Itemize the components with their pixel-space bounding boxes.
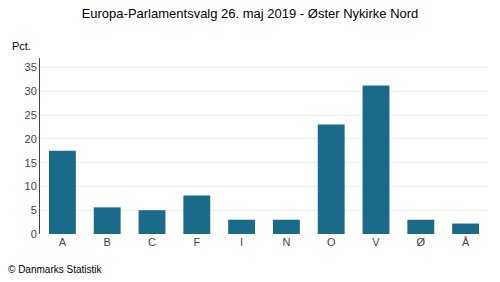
svg-text:I: I — [240, 236, 243, 248]
svg-text:20: 20 — [25, 133, 37, 145]
svg-text:N: N — [282, 236, 290, 248]
svg-text:35: 35 — [25, 61, 37, 73]
svg-text:10: 10 — [25, 180, 37, 192]
svg-text:Pct.: Pct. — [12, 40, 31, 52]
svg-text:15: 15 — [25, 157, 37, 169]
svg-text:Europa-Parlamentsvalg 26. maj: Europa-Parlamentsvalg 26. maj 2019 - Øst… — [82, 6, 419, 21]
svg-text:Å: Å — [462, 236, 470, 248]
svg-text:30: 30 — [25, 85, 37, 97]
svg-text:A: A — [59, 236, 67, 248]
svg-text:O: O — [327, 236, 336, 248]
svg-text:C: C — [148, 236, 156, 248]
svg-text:Ø: Ø — [417, 236, 426, 248]
svg-text:5: 5 — [31, 204, 37, 216]
svg-text:0: 0 — [31, 228, 37, 240]
svg-text:V: V — [372, 236, 380, 248]
svg-text:25: 25 — [25, 109, 37, 121]
svg-text:B: B — [104, 236, 111, 248]
svg-text:F: F — [193, 236, 200, 248]
svg-text:© Danmarks Statistik: © Danmarks Statistik — [8, 264, 103, 275]
